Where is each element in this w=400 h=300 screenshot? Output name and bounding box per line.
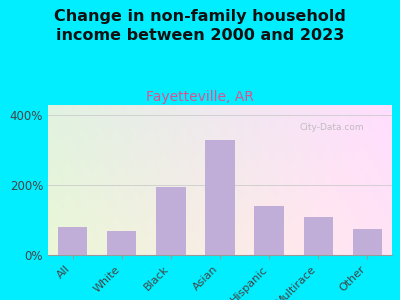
- Text: Fayetteville, AR: Fayetteville, AR: [146, 90, 254, 104]
- Text: City-Data.com: City-Data.com: [299, 123, 364, 132]
- Bar: [304, 217, 333, 255]
- Bar: [205, 140, 235, 255]
- Bar: [156, 187, 186, 255]
- Text: Change in non-family household
income between 2000 and 2023: Change in non-family household income be…: [54, 9, 346, 43]
- Bar: [58, 227, 87, 255]
- Bar: [353, 229, 382, 255]
- Bar: [254, 206, 284, 255]
- Bar: [107, 231, 136, 255]
